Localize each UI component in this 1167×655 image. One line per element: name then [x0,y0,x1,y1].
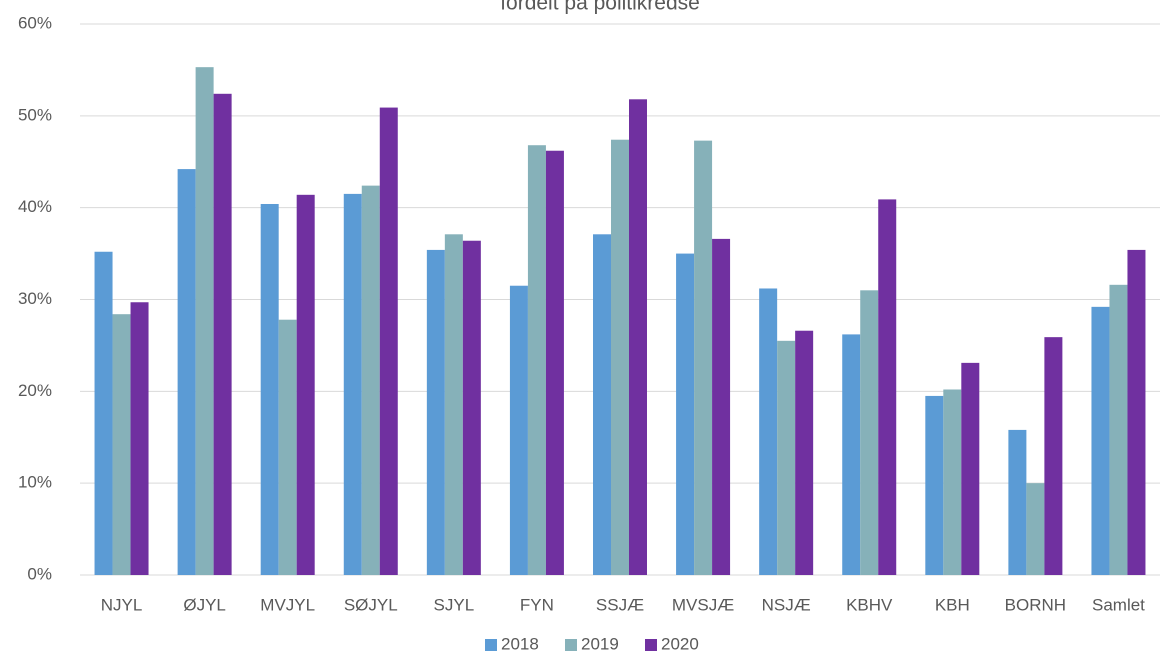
legend-swatch [645,639,657,651]
bar [462,240,481,575]
legend-label: 2020 [661,634,699,653]
bar [296,194,315,575]
x-tick-label: MVSJÆ [672,595,734,614]
bar [1127,249,1146,575]
x-tick-label: NSJÆ [762,595,811,614]
y-tick-label: 0% [27,564,52,583]
bar [177,169,196,575]
x-tick-label: SØJYL [344,595,398,614]
x-tick-label: ØJYL [183,595,226,614]
bar [343,193,362,575]
bar [676,253,695,576]
bar [379,107,398,576]
bar [545,150,564,576]
y-tick-label: 50% [18,105,52,124]
bar [361,185,380,576]
bar [112,314,131,575]
x-tick-label: KBH [935,595,970,614]
x-tick-label: Samlet [1092,595,1145,614]
legend-label: 2019 [581,634,619,653]
legend-swatch [565,639,577,651]
x-tick-label: BORNH [1005,595,1066,614]
bar [1044,337,1063,575]
x-tick-label: SSJÆ [596,595,644,614]
y-tick-label: 40% [18,197,52,216]
bar [94,251,113,575]
y-tick-label: 30% [18,289,52,308]
bar [509,285,528,575]
bar [860,290,879,575]
y-tick-label: 60% [18,13,52,32]
bar [777,340,796,575]
bar [629,99,647,575]
bar [213,93,232,575]
bar [842,334,861,575]
bar [925,395,944,575]
chart-title: fordelt på politikredse [500,0,700,15]
y-tick-label: 20% [18,381,52,400]
bar [712,238,731,575]
x-tick-label: NJYL [101,595,143,614]
bar [593,234,611,575]
x-tick-label: SJYL [434,595,475,614]
bar [195,67,214,575]
y-tick-label: 10% [18,473,52,492]
bar [961,362,980,575]
bar [694,140,713,575]
bar [130,302,149,575]
bar [878,199,897,575]
bar [1091,306,1110,575]
bar [260,203,279,575]
bar [1026,483,1045,575]
bar [278,319,297,575]
legend-swatch [485,639,497,651]
bar [426,249,445,575]
x-tick-label: KBHV [846,595,893,614]
bar [527,145,546,575]
bar [444,234,463,575]
bar [1109,284,1128,575]
bar [759,288,778,575]
bar [795,330,814,575]
bar [943,389,962,575]
x-tick-label: MVJYL [260,595,315,614]
bar [611,139,629,575]
bar [1008,429,1027,575]
x-tick-label: FYN [520,595,554,614]
legend-label: 2018 [501,634,539,653]
